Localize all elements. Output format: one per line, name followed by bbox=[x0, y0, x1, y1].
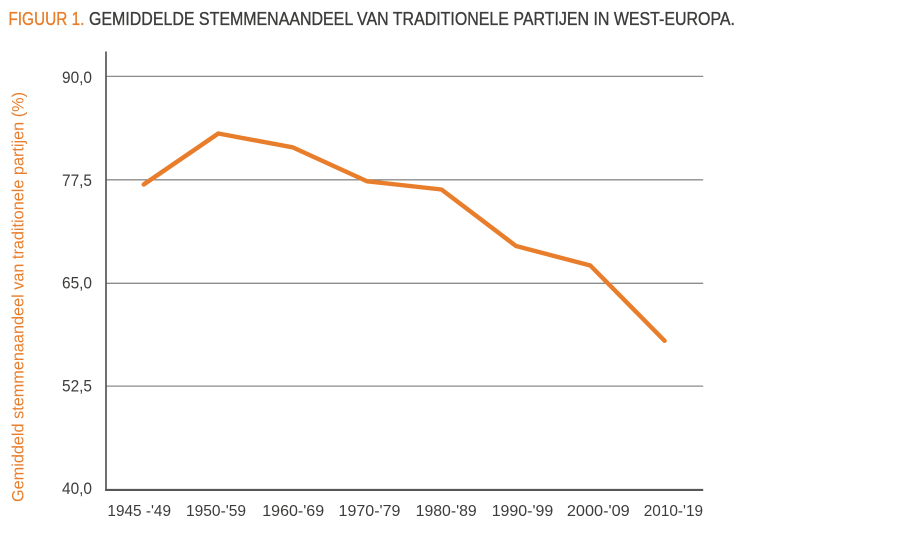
svg-text:1945 -'49: 1945 -'49 bbox=[107, 503, 171, 520]
svg-text:1960-'69: 1960-'69 bbox=[262, 503, 324, 520]
svg-text:90,0: 90,0 bbox=[62, 68, 92, 87]
svg-text:2010-'19: 2010-'19 bbox=[644, 503, 703, 520]
svg-text:65,0: 65,0 bbox=[62, 274, 92, 293]
svg-text:52,5: 52,5 bbox=[62, 376, 92, 395]
svg-text:1980-'89: 1980-'89 bbox=[416, 503, 477, 520]
svg-text:Gemiddeld stemmenaandeel van t: Gemiddeld stemmenaandeel van traditionel… bbox=[9, 92, 28, 502]
svg-text:1970-'79: 1970-'79 bbox=[339, 503, 401, 520]
svg-text:FIGUUR 1.: FIGUUR 1. bbox=[8, 8, 84, 29]
svg-text:GEMIDDELDE STEMMENAANDEEL VAN: GEMIDDELDE STEMMENAANDEEL VAN TRADITIONE… bbox=[89, 8, 735, 29]
svg-text:77,5: 77,5 bbox=[62, 171, 92, 190]
svg-text:1990-'99: 1990-'99 bbox=[492, 503, 554, 520]
svg-text:2000-'09: 2000-'09 bbox=[567, 503, 630, 520]
svg-text:40,0: 40,0 bbox=[62, 479, 92, 498]
svg-text:1950-'59: 1950-'59 bbox=[186, 503, 246, 520]
